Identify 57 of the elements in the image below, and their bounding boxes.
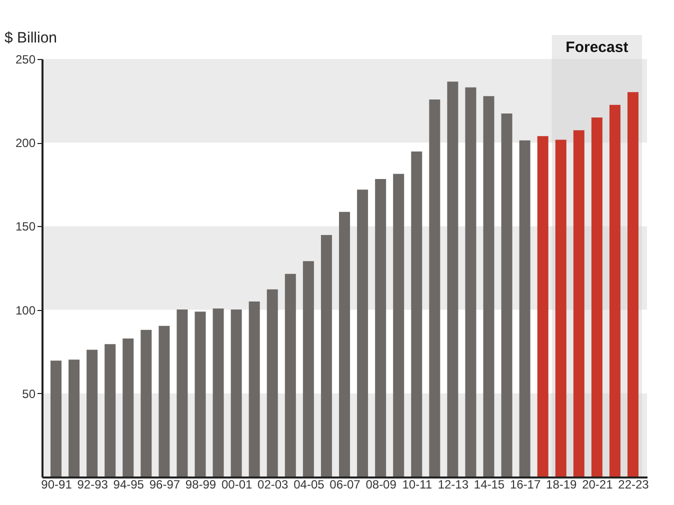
bar <box>591 118 602 477</box>
x-tick-label: 96-97 <box>149 478 180 492</box>
bar <box>248 301 260 477</box>
band-label: Forecast <box>566 39 628 56</box>
x-tick-label: 18-19 <box>546 478 578 492</box>
bar <box>465 87 476 477</box>
x-tick-label: 20-21 <box>582 478 614 492</box>
bar <box>230 309 242 477</box>
bar <box>50 360 62 477</box>
x-tick-label: 92-93 <box>77 478 108 492</box>
bar <box>176 309 188 477</box>
bar <box>86 350 98 477</box>
bar <box>212 308 224 477</box>
x-tick-label: 00-01 <box>221 478 252 492</box>
x-tick-label: 98-99 <box>185 478 216 492</box>
bar <box>284 274 296 477</box>
bar <box>537 136 548 477</box>
bar <box>411 151 422 477</box>
bar <box>320 235 332 477</box>
bar <box>357 190 368 477</box>
bar <box>501 114 512 477</box>
bar <box>339 212 350 477</box>
y-axis-title: $ Billion <box>4 30 58 46</box>
x-tick-label: 14-15 <box>474 478 505 492</box>
bar <box>609 104 620 477</box>
x-tick-label: 90-91 <box>41 478 72 492</box>
bar <box>104 344 116 477</box>
bar <box>140 330 152 477</box>
bar <box>429 99 440 477</box>
bar <box>375 179 386 477</box>
y-tick-label: 150 <box>15 220 36 234</box>
bar <box>393 174 404 477</box>
y-tick-label: 250 <box>15 52 36 66</box>
bar <box>68 360 80 477</box>
x-tick-label: 22-23 <box>618 478 650 492</box>
y-tick-label: 200 <box>15 136 36 150</box>
x-tick-label: 04-05 <box>294 478 325 492</box>
bar <box>555 140 566 477</box>
bar <box>194 312 206 477</box>
bar <box>158 326 170 477</box>
bar <box>573 130 584 477</box>
bar <box>627 92 638 477</box>
bar <box>519 140 530 477</box>
bar <box>266 289 278 477</box>
x-tick-label: 06-07 <box>330 478 361 492</box>
x-tick-label: 08-09 <box>366 478 397 492</box>
y-tick-label: 100 <box>15 303 36 318</box>
x-tick-label: 12-13 <box>438 478 469 492</box>
bar <box>302 261 314 477</box>
x-tick-label: 94-95 <box>113 478 144 492</box>
bar <box>447 82 458 477</box>
y-tick-label: 50 <box>22 386 36 401</box>
bar <box>122 338 134 477</box>
x-tick-label: 16-17 <box>510 478 541 492</box>
bar <box>483 96 494 477</box>
x-tick-label: 10-11 <box>402 478 432 492</box>
x-tick-label: 02-03 <box>258 478 289 492</box>
